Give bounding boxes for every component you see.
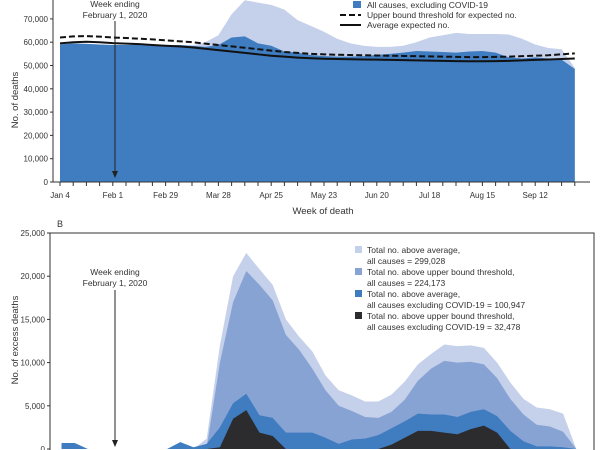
y-tick-label: 15,000	[21, 315, 46, 324]
y-tick-label: 10,000	[21, 359, 46, 368]
plot-frame	[49, 232, 595, 450]
x-tick-label: Apr 25	[259, 191, 283, 200]
legend-label-excl-covid: All causes, excluding COVID-19	[367, 0, 488, 10]
legend-label-average: Average expected no.	[367, 20, 450, 30]
x-tick-label: May 23	[311, 191, 338, 200]
x-tick-label: Jan 4	[50, 191, 70, 200]
area-above-upper-all	[61, 271, 577, 449]
area-all-causes-excluding-covid	[60, 36, 575, 182]
y-tick-label: 5,000	[25, 402, 46, 411]
panel-b-annotation-line1: Week ending	[90, 267, 140, 277]
y-tick-label: 0	[41, 445, 46, 450]
y-tick-label: 20,000	[21, 272, 46, 281]
legend-label-above-upper-excl-1: Total no. above upper bound threshold,	[367, 311, 514, 321]
y-tick-label: 25,000	[21, 229, 46, 238]
panel-b-y-axis-title: No. of excess deaths	[10, 295, 21, 384]
panel-b-annotation-line2: February 1, 2020	[83, 278, 148, 288]
legend-swatch-above-upper-excl	[355, 312, 362, 319]
legend-swatch-above-upper-all	[355, 268, 362, 275]
legend-label-above-avg-excl-2: all causes excluding COVID-19 = 100,947	[367, 300, 525, 310]
legend-label-above-upper-excl-2: all causes excluding COVID-19 = 32,478	[367, 322, 521, 332]
x-tick-label: Jun 20	[365, 191, 390, 200]
y-tick-label: 70,000	[24, 15, 49, 24]
panel-b-label: B	[57, 219, 63, 229]
y-tick-label: 0	[44, 178, 49, 187]
annotation-arrowhead	[112, 440, 118, 447]
y-tick-label: 50,000	[24, 62, 49, 71]
line-average-expected	[59, 40, 575, 63]
panel-a-x-axis-title: Week of death	[292, 206, 353, 217]
legend-label-above-avg-all-1: Total no. above average,	[367, 245, 460, 255]
legend-label-upper-bound: Upper bound threshold for expected no.	[367, 10, 517, 20]
x-tick-label: Feb 1	[103, 191, 124, 200]
panel-a-annotation-line2: February 1, 2020	[83, 10, 148, 20]
x-tick-label: Aug 15	[470, 191, 496, 200]
x-tick-label: Jul 18	[419, 191, 441, 200]
y-tick-label: 40,000	[24, 85, 49, 94]
legend-swatch-above-avg-excl	[355, 290, 362, 297]
area-above-upper-excl	[61, 410, 577, 449]
line-upper-bound-threshold	[59, 35, 575, 59]
legend-label-above-avg-all-2: all causes = 299,028	[367, 256, 445, 266]
panel-a-annotation-line1: Week ending	[90, 0, 140, 9]
panel-a-y-axis-title: No. of deaths	[10, 71, 21, 128]
annotation-arrowhead	[112, 171, 118, 178]
legend-swatch-excl-covid	[353, 1, 361, 8]
legend-swatch-above-avg-all	[355, 246, 362, 253]
y-tick-label: 20,000	[24, 131, 49, 140]
y-tick-label: 60,000	[24, 38, 49, 47]
legend-label-above-upper-all-2: all causes = 224,173	[367, 278, 445, 288]
panel-a-chart: 0 10,000 20,000 30,000 40,000 50,000 60,000 70,…	[24, 0, 590, 200]
y-tick-label: 30,000	[24, 108, 49, 117]
panel-b-chart: 0 5,000 10,000 15,000 20,000 25,000	[21, 229, 595, 450]
y-tick-label: 10,000	[24, 155, 49, 164]
x-tick-label: Feb 29	[153, 191, 178, 200]
panel-b-legend: Total no. above average, all causes = 29…	[355, 245, 525, 332]
x-tick-label: Mar 28	[206, 191, 231, 200]
legend-label-above-avg-excl-1: Total no. above average,	[367, 289, 460, 299]
x-tick-label: Sep 12	[523, 191, 549, 200]
legend-label-above-upper-all-1: Total no. above upper bound threshold,	[367, 267, 514, 277]
